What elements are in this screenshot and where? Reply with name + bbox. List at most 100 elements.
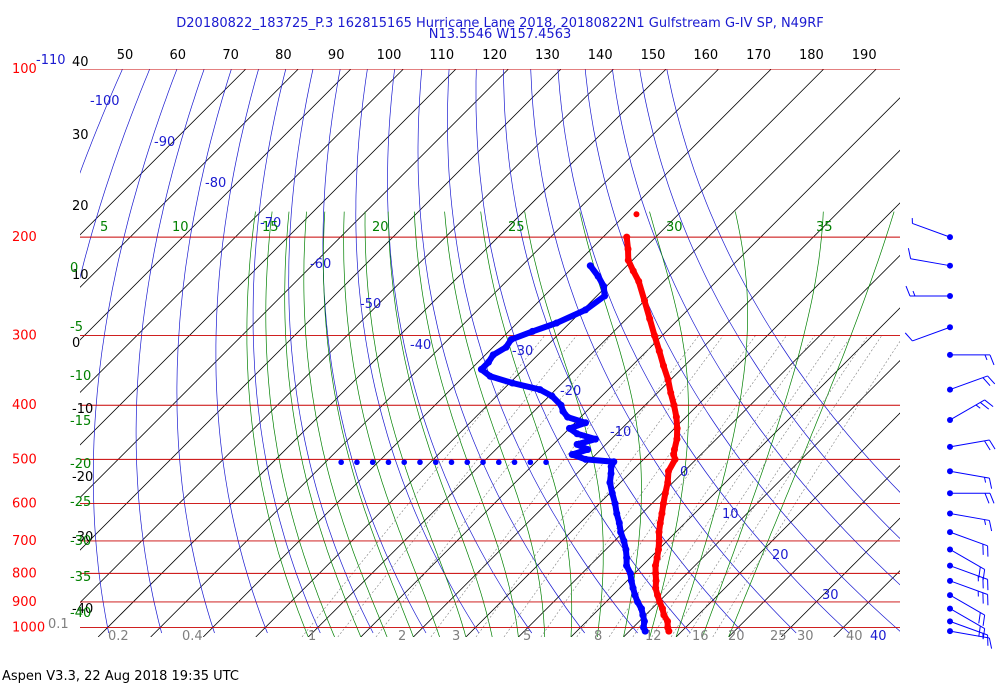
dewpoint-scatter-point (401, 459, 408, 466)
mixing-ratio-line (540, 335, 756, 637)
wind-barb-half-flag (983, 519, 987, 525)
profile-point (610, 458, 618, 466)
isotherm-line (80, 69, 299, 288)
isotherm-line (308, 69, 877, 637)
dry-adiabat-line (530, 69, 797, 634)
profile-point (672, 413, 680, 421)
isotherm-line (465, 202, 900, 637)
dry-adiabat-line (92, 69, 178, 634)
footer-text: Aspen V3.3, 22 Aug 2018 19:35 UTC (2, 669, 239, 684)
isotherm-label: 0 (72, 336, 80, 351)
wind-barb (947, 546, 986, 581)
moist-adiabat-label: -5 (70, 320, 83, 335)
profile-point (670, 401, 678, 409)
wind-barb-flag (905, 285, 911, 297)
dry-adiabat-label: -50 (360, 297, 381, 312)
isotherm-label: -30 (72, 530, 93, 545)
profile-point (631, 591, 639, 599)
profile-point (664, 623, 672, 631)
profile-point (653, 554, 661, 562)
wind-barb-flag (989, 493, 995, 504)
isotherm-line (150, 69, 719, 637)
profile-point (600, 282, 608, 290)
mixing-ratio-label: 0.4 (182, 629, 203, 644)
dry-adiabat-line (612, 69, 900, 586)
dry-adiabat-label: -70 (260, 216, 281, 231)
profile-point (601, 292, 609, 300)
profile-point (508, 379, 516, 387)
moist-adiabat-label: -40 (70, 606, 91, 621)
isotherm-line (80, 69, 247, 236)
isotherm-line (80, 69, 352, 341)
dewpoint-scatter-point (464, 459, 471, 466)
moist-adiabat-label: 35 (816, 220, 833, 235)
isotherm-label: -10 (72, 402, 93, 417)
wind-barb (905, 285, 953, 300)
wind-barb-shaft (949, 594, 985, 616)
pressure-range-label: -110 (36, 53, 66, 68)
mixing-ratio-line (632, 335, 836, 637)
dewpoint-scatter-point (527, 459, 534, 466)
profile-point (624, 245, 632, 253)
profile-line (478, 262, 649, 635)
profile-point (634, 598, 642, 606)
moist-adiabat-line (284, 211, 362, 637)
top-axis-tick: 140 (588, 48, 613, 63)
dry-adiabat-line (135, 69, 205, 634)
wind-barb-flag (984, 399, 994, 408)
isobar-label: 500 (12, 452, 37, 467)
wind-barb-shaft (949, 439, 990, 448)
dewpoint-scatter-point (369, 459, 376, 466)
mixing-ratio-label: 8 (594, 629, 602, 644)
isotherm-line (80, 69, 457, 446)
profile-point (667, 389, 675, 397)
profile-point (673, 424, 681, 432)
profile-point (507, 335, 515, 343)
wind-barb-shaft (949, 531, 988, 547)
wind-barb-flag (978, 566, 981, 578)
wind-barb-flag (988, 637, 993, 649)
mixing-ratio-label: 0.2 (108, 629, 129, 644)
profile-point (528, 327, 536, 335)
isotherm-line (80, 69, 562, 551)
moist-adiabat-label: 20 (372, 220, 389, 235)
dewpoint-scatter-point (495, 459, 502, 466)
profile-point (613, 509, 621, 517)
isotherm-line (623, 359, 900, 637)
wind-barb-half-flag (983, 477, 987, 483)
dry-adiabat-line (666, 69, 900, 493)
moist-adiabat-line (246, 211, 309, 637)
wind-barb-flag (987, 375, 996, 385)
moist-adiabat-line (265, 211, 335, 637)
moist-adiabat-line (444, 211, 546, 637)
wind-barb (907, 248, 953, 269)
dry-adiabat-label: 10 (722, 507, 739, 522)
profile-point (581, 306, 589, 314)
profile-point (660, 611, 668, 619)
profile-point (573, 430, 581, 438)
profile-point (584, 445, 592, 453)
dewpoint-scatter-point (417, 459, 423, 466)
isotherm-line (202, 69, 772, 637)
moist-adiabat-line (675, 211, 748, 637)
profile-point (559, 407, 567, 415)
moist-adiabat-label: -35 (70, 570, 91, 585)
wind-barb-half-flag (975, 404, 981, 409)
wind-barb-flag (982, 628, 986, 640)
isotherm-label: -40 (72, 602, 93, 617)
wind-barb (947, 618, 989, 646)
isobar-label: 300 (12, 328, 37, 343)
profile-point (564, 413, 572, 421)
isobar-label: 900 (12, 595, 37, 610)
profile-point (620, 537, 628, 545)
dewpoint-scatter-point (448, 459, 455, 466)
moist-adiabat-label: 30 (666, 220, 683, 235)
dry-adiabat-line (503, 69, 744, 634)
profile-point (622, 545, 630, 553)
profile-point (652, 584, 660, 592)
wind-barb (904, 324, 953, 342)
moist-adiabat-label: -20 (70, 457, 91, 472)
profile-point (637, 605, 645, 613)
profile-point (486, 372, 494, 380)
wind-barb (947, 468, 993, 489)
